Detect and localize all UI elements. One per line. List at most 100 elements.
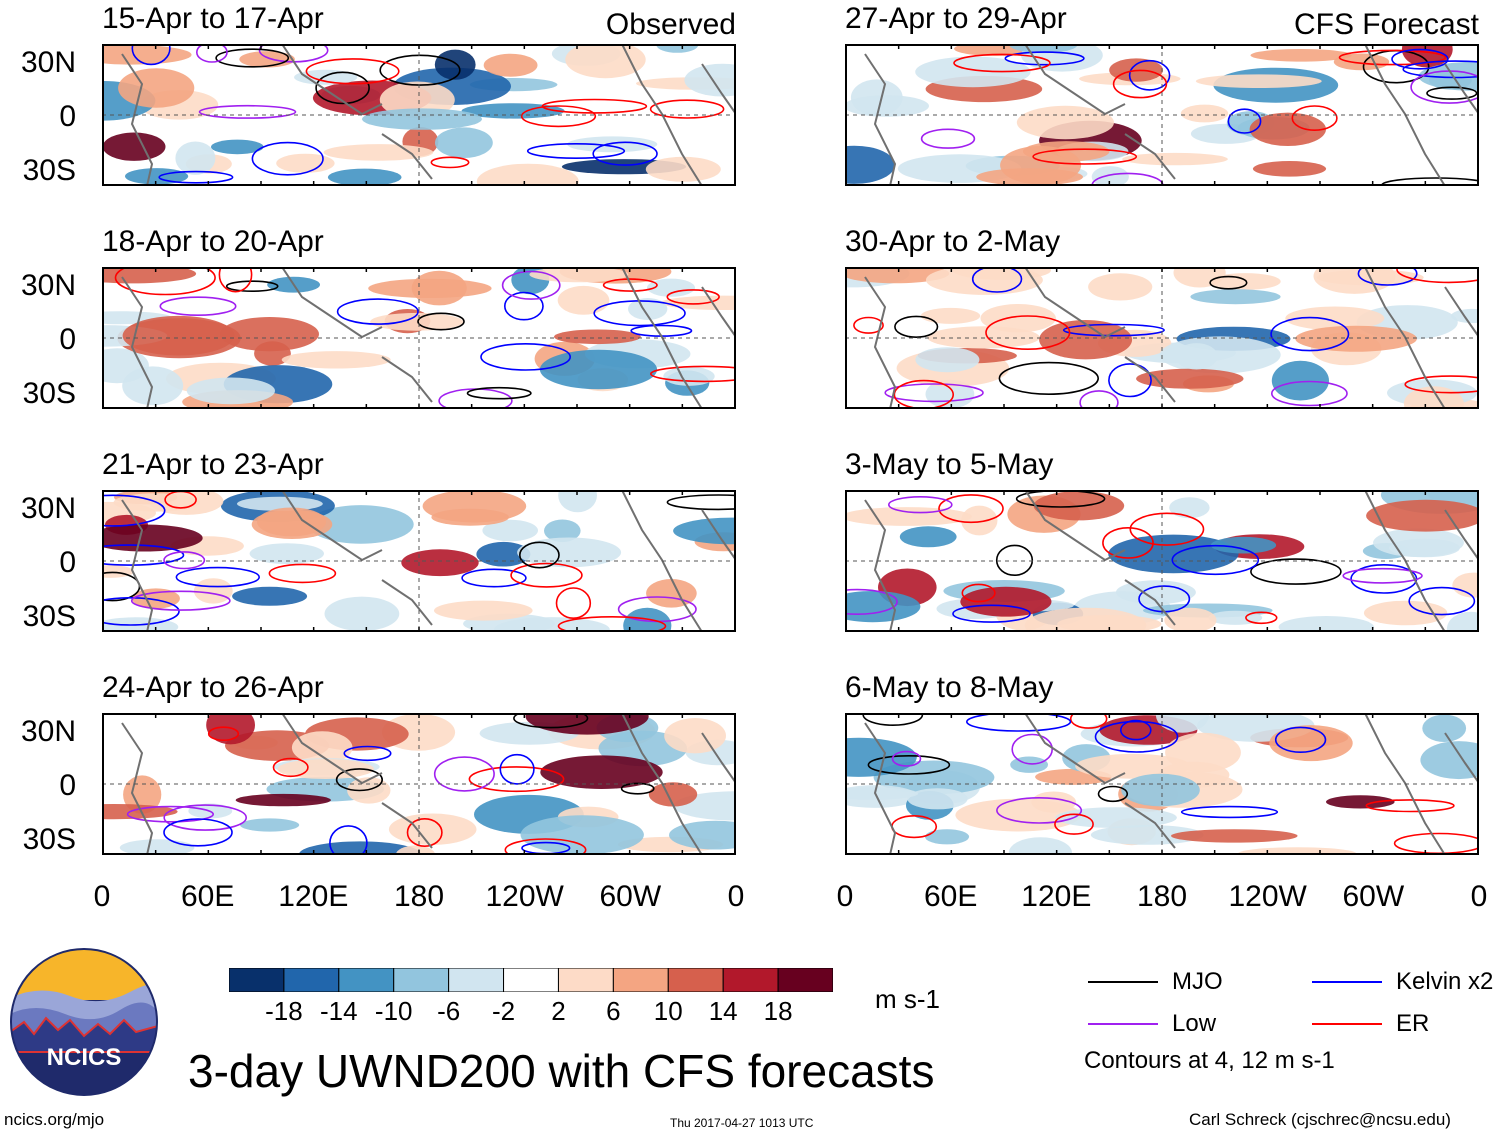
wind-anomaly-blob: [102, 267, 197, 284]
coastline: [1124, 133, 1176, 180]
wind-anomaly-blob: [1164, 607, 1217, 632]
wave-contour: [1342, 567, 1423, 584]
wave-contour: [1270, 316, 1350, 352]
wave-contour: [343, 745, 392, 762]
wave-contour: [196, 44, 228, 63]
wave-contour: [1270, 380, 1348, 407]
wind-anomaly-blob: [1171, 829, 1298, 843]
wind-anomaly-blob: [102, 132, 166, 161]
wind-anomaly-blob: [388, 813, 477, 845]
coastline: [864, 499, 897, 632]
wave-contour: [225, 280, 279, 293]
wave-contour: [329, 825, 368, 855]
colorbar-swatch: [667, 967, 724, 993]
wind-anomaly-blob: [323, 144, 434, 161]
uwnd-map: [845, 44, 1479, 186]
coastline: [621, 490, 703, 632]
panel-title: 30-Apr to 2-May: [845, 225, 1061, 258]
colorbar-tick-label: 10: [653, 996, 683, 1026]
wave-contour: [466, 386, 532, 400]
colorbar-swatch: [612, 967, 669, 993]
wave-contour: [853, 316, 884, 334]
wave-contour: [102, 544, 185, 566]
wind-anomaly-blob: [294, 69, 358, 85]
wind-anomaly-blob: [1173, 267, 1226, 288]
wind-anomaly-blob: [281, 351, 391, 369]
wave-contour: [888, 495, 953, 514]
wind-anomaly-blob: [1108, 534, 1239, 574]
wave-contour: [1274, 726, 1327, 753]
footer-timestamp: Thu 2017-04-27 1013 UTC: [670, 1116, 814, 1130]
coastline: [281, 44, 383, 116]
wind-anomaly-blob: [1252, 161, 1327, 177]
wave-contour: [130, 590, 231, 611]
lat-label: 30N: [20, 715, 76, 748]
coastline: [701, 286, 736, 338]
coastline: [1444, 286, 1479, 338]
wave-contour: [499, 753, 535, 785]
coastline: [1364, 44, 1446, 186]
wind-anomaly-blob: [186, 377, 275, 405]
wind-anomaly-blob: [525, 713, 649, 735]
wave-contour: [666, 289, 720, 305]
coastline: [381, 356, 433, 403]
wave-contour: [1097, 785, 1129, 803]
wave-contour: [938, 494, 1004, 524]
coastline: [381, 133, 433, 180]
wind-anomaly-blob: [483, 53, 538, 77]
map-panel: [845, 490, 1479, 632]
lat-label: 0: [59, 546, 76, 579]
coastline: [701, 732, 736, 784]
wave-contour: [867, 755, 951, 775]
wind-anomaly-blob: [1091, 166, 1129, 186]
lon-label: 0: [93, 880, 111, 913]
wind-anomaly-blob: [476, 541, 531, 567]
coastline: [121, 499, 154, 632]
wave-contour: [1426, 86, 1478, 100]
wind-anomaly-blob: [1010, 756, 1048, 773]
wave-contour: [1011, 733, 1053, 765]
uwnd-map: [845, 267, 1479, 409]
wave-contour: [952, 604, 1031, 623]
lon-label: 120W: [1228, 880, 1307, 913]
wave-contour: [335, 768, 383, 792]
lon-label: 60W: [1342, 880, 1405, 913]
colorbar-tick-label: -6: [437, 996, 461, 1026]
wind-anomaly-blob: [664, 718, 726, 754]
footer-url[interactable]: ncics.org/mjo: [4, 1110, 105, 1129]
wind-anomaly-blob: [1285, 306, 1385, 331]
wind-anomaly-blob: [517, 537, 622, 568]
wave-contour: [649, 99, 725, 119]
wind-anomaly-blob: [961, 505, 998, 536]
coastline: [1444, 732, 1479, 784]
wave-contour: [1004, 51, 1085, 66]
wind-anomaly-blob: [915, 56, 1031, 88]
coastline: [1364, 713, 1446, 855]
wind-anomaly-blob: [1363, 600, 1448, 626]
coastline: [1124, 356, 1176, 403]
wind-anomaly-blob: [663, 366, 715, 386]
wave-contour: [1129, 512, 1205, 546]
colorbar-tick-label: -10: [374, 996, 413, 1026]
coastline: [1024, 490, 1126, 562]
colorbar-tick-label: 2: [551, 996, 566, 1026]
colorbar: [228, 967, 834, 993]
wind-anomaly-blob: [102, 804, 178, 820]
wind-anomaly-blob: [646, 579, 697, 608]
wind-anomaly-blob: [558, 490, 597, 513]
wave-contour: [555, 587, 592, 620]
wind-anomaly-blob: [648, 782, 698, 807]
wave-contour: [592, 141, 658, 166]
coastline: [1024, 713, 1126, 785]
wind-anomaly-blob: [520, 815, 644, 855]
wind-anomaly-blob: [1269, 725, 1353, 762]
wind-anomaly-blob: [1121, 773, 1200, 807]
colorbar-swatches: [228, 967, 834, 993]
coastline: [1124, 579, 1176, 626]
wind-anomaly-blob: [920, 307, 981, 324]
lon-label: 60E: [923, 880, 978, 913]
wave-contour: [1396, 267, 1479, 284]
wave-contour: [666, 494, 736, 511]
colorbar-tick-label: -2: [491, 996, 516, 1026]
lat-label: 0: [59, 769, 76, 802]
